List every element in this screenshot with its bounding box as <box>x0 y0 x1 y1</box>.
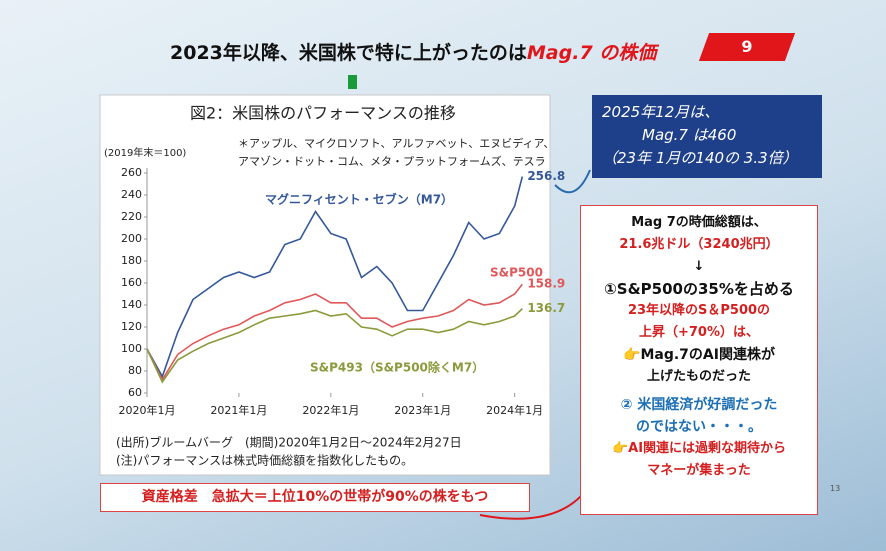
note: ＊アップル、マイクロソフト、アルファベット、エヌビディア、 <box>238 136 554 150</box>
box-line: 21.6兆ドル（3240兆円） <box>619 237 779 252</box>
y-axis-label: (2019年末＝100) <box>104 146 186 159</box>
note: アマゾン・ドット・コム、メタ・プラットフォームズ、テスラ <box>238 154 546 168</box>
series-line <box>146 176 524 379</box>
y-tick-label: 140 <box>121 298 142 311</box>
box-line: 上昇（+70%）は、 <box>638 325 759 340</box>
source: (注)パフォーマンスは株式時価総額を指数化したもの。 <box>116 453 413 468</box>
x-tick-label: 2020年1月 <box>119 403 176 417</box>
box-line: ↓ <box>693 259 705 274</box>
x-tick-label: 2024年1月 <box>486 403 543 417</box>
y-tick-label: 180 <box>121 254 142 267</box>
x-tick-label: 2021年1月 <box>210 403 267 417</box>
series-label: マグニフィセント・セブン（M7） <box>265 192 453 207</box>
y-tick-label: 260 <box>121 166 142 179</box>
slide-title: 2023年以降、米国株で特に上がったのはMag.7 の株価 <box>170 38 656 65</box>
callout: 2025年12月は、 Mag.7 は460 （23年 1月の140の 3.3倍） <box>592 95 822 178</box>
box-line: マネーが集まった <box>647 463 751 478</box>
data-label: 256.8 <box>527 169 565 183</box>
y-tick-label: 220 <box>121 210 142 223</box>
y-tick-label: 120 <box>121 320 142 333</box>
callout-line: 2025年12月は、 <box>602 103 720 121</box>
y-tick-label: 80 <box>128 364 142 377</box>
x-tick-label: 2022年1月 <box>302 403 359 417</box>
box-line: 上げたものだった <box>646 369 751 384</box>
series-line <box>146 283 523 382</box>
box-line: 👉AI関連には過剰な期待から <box>611 441 787 456</box>
callout-line: Mag.7 は460 <box>642 126 737 144</box>
box-line: 23年以降のS＆P500の <box>627 303 771 318</box>
marker <box>348 75 357 89</box>
title-text: 2023年以降、米国株で特に上がったのは <box>170 42 527 64</box>
box-line: Mag 7の時価総額は、 <box>631 215 767 230</box>
connector <box>554 169 591 194</box>
box-line: ①S&P500の35%を占める <box>604 280 794 298</box>
y-tick-label: 200 <box>121 232 142 245</box>
source: (出所)ブルームバーグ (期間)2020年1月2日～2024年2月27日 <box>116 435 462 450</box>
box-line: のではない・・・。 <box>636 419 762 435</box>
data-label: 136.7 <box>527 301 565 315</box>
y-tick-label: 240 <box>121 188 142 201</box>
series-label: S&P493（S&P500除くM7） <box>310 360 484 375</box>
series-line <box>146 308 523 384</box>
y-tick-label: 100 <box>121 342 142 355</box>
info-box: Mag 7の時価総額は、 21.6兆ドル（3240兆円） ↓ ①S&P500の3… <box>580 205 818 515</box>
data-label: 158.9 <box>527 277 565 291</box>
page-number: 9 <box>741 37 753 56</box>
y-tick-label: 60 <box>128 386 142 399</box>
box-line: 👉Mag.7のAI関連株が <box>623 347 775 363</box>
x-tick-label: 2023年1月 <box>394 403 451 417</box>
title-highlight: Mag.7 の株価 <box>526 42 657 64</box>
chart-panel <box>99 94 551 476</box>
bottom-note: 資産格差 急拡大＝上位10%の世帯が90%の株をもつ <box>100 483 530 512</box>
box-line: ② 米国経済が好調だった <box>620 397 778 413</box>
series-label: S&P500 <box>490 266 543 280</box>
slide-number: 13 <box>830 484 841 493</box>
chart-title: 図2：米国株のパフォーマンスの推移 <box>190 104 456 123</box>
callout-line: （23年 1月の140の 3.3倍） <box>602 149 798 167</box>
y-tick-label: 160 <box>121 276 142 289</box>
